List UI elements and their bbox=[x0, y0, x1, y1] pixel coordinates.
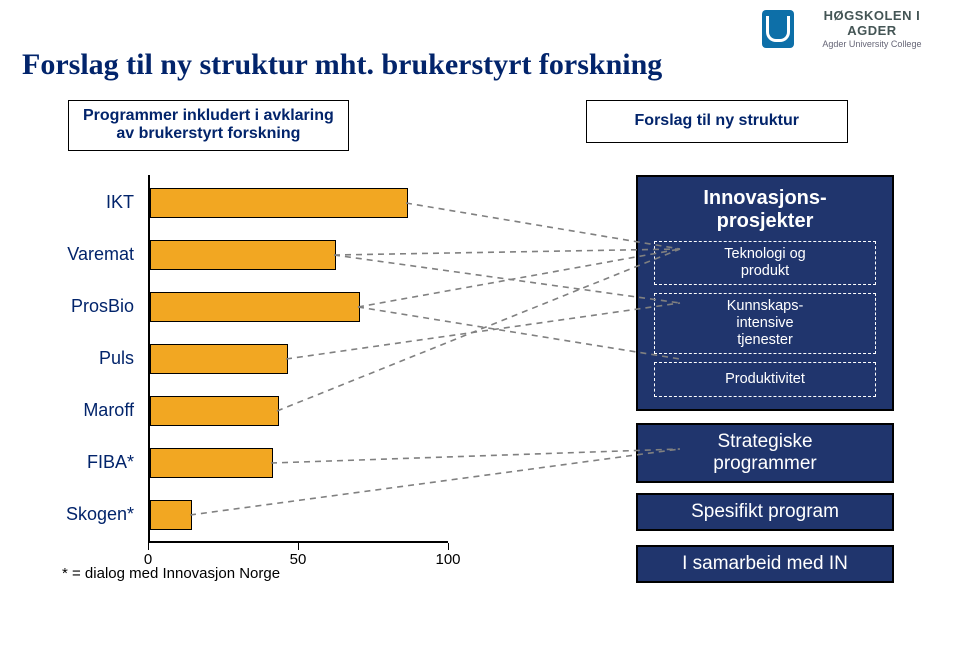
x-tick-label: 50 bbox=[290, 551, 307, 568]
header-left-line2: av brukerstyrt forskning bbox=[83, 125, 334, 143]
x-tick bbox=[298, 543, 299, 550]
bar-label: Puls bbox=[22, 348, 134, 369]
header-box-left: Programmer inkludert i avklaring av bruk… bbox=[68, 100, 349, 151]
box-i-samarbeid-med-in: I samarbeid med IN bbox=[636, 545, 894, 583]
bar-label: Maroff bbox=[22, 400, 134, 421]
bar-label: IKT bbox=[22, 192, 134, 213]
bar-label: Varemat bbox=[22, 244, 134, 265]
page-title: Forslag til ny struktur mht. brukerstyrt… bbox=[22, 48, 938, 82]
sub-kunnskap: Kunnskaps- intensive tjenester bbox=[654, 293, 876, 354]
bar-label: FIBA* bbox=[22, 452, 134, 473]
x-tick bbox=[448, 543, 449, 550]
sub-produktivitet: Produktivitet bbox=[654, 362, 876, 397]
logo-subtitle: Agder University College bbox=[802, 39, 942, 49]
chart-bar bbox=[150, 500, 192, 530]
bar-label: Skogen* bbox=[22, 504, 134, 525]
chart-bar bbox=[150, 188, 408, 218]
header-left-line1: Programmer inkludert i avklaring bbox=[83, 107, 334, 125]
footnote: * = dialog med Innovasjon Norge bbox=[62, 565, 280, 582]
bar-label: ProsBio bbox=[22, 296, 134, 317]
innov-title-l2: prosjekter bbox=[717, 210, 814, 232]
box-innovation-projects: Innovasjons- prosjekter Teknologi og pro… bbox=[636, 175, 894, 411]
innov-title-l1: Innovasjons- bbox=[703, 187, 826, 209]
x-tick bbox=[148, 543, 149, 550]
header-box-right: Forslag til ny struktur bbox=[586, 100, 848, 143]
logo-name: HØGSKOLEN I AGDER bbox=[802, 8, 942, 38]
chart-bar bbox=[150, 292, 360, 322]
sub-teknologi: Teknologi og produkt bbox=[654, 241, 876, 285]
logo-mark-icon bbox=[762, 10, 794, 48]
box-spesifikt-program: Spesifikt program bbox=[636, 493, 894, 531]
bar-chart: IKTVarematProsBioPulsMaroffFIBA*Skogen* … bbox=[22, 175, 482, 605]
chart-bar bbox=[150, 240, 336, 270]
box-strategiske-programmer: Strategiske programmer bbox=[636, 423, 894, 483]
chart-bar bbox=[150, 344, 288, 374]
x-tick-label: 100 bbox=[435, 551, 460, 568]
org-logo: HØGSKOLEN I AGDER Agder University Colle… bbox=[762, 8, 942, 49]
chart-bar bbox=[150, 448, 273, 478]
chart-bar bbox=[150, 396, 279, 426]
